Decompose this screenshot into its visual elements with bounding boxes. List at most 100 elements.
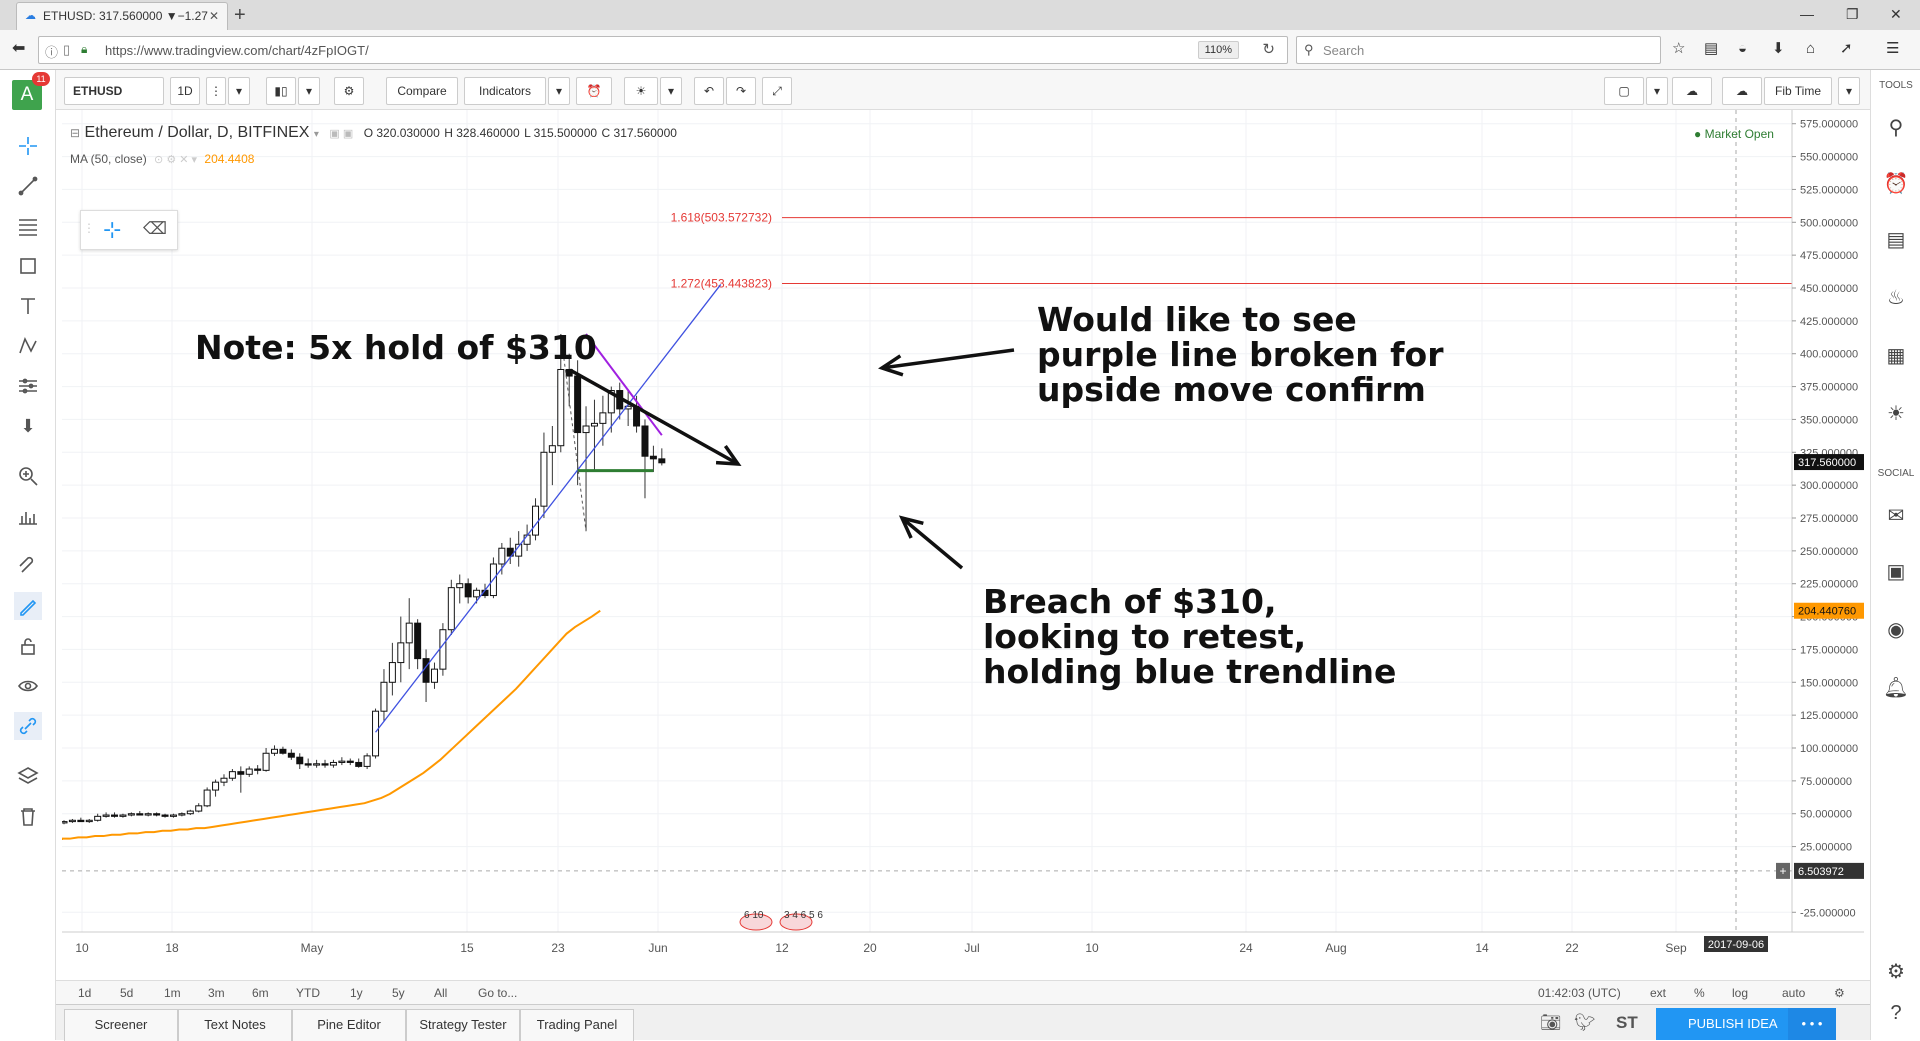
zoom-level[interactable]: 110% [1197,41,1239,59]
auto-toggle[interactable]: auto [1782,986,1806,1000]
reader-icon[interactable]: ▯ [63,42,71,57]
bulb-icon[interactable]: ☀ [624,77,658,105]
range-5y[interactable]: 5y [392,986,405,1000]
text-tool-icon[interactable] [14,292,42,320]
search-input[interactable]: ⚲ Search [1296,36,1661,64]
browser-tab[interactable]: ☁ ETHUSD: 317.560000 ▼−1.27 ✕ [16,2,228,30]
reading-list-icon[interactable]: ▤ [1704,40,1719,57]
notifications-bell-icon[interactable]: 🔔︎ [1883,676,1909,699]
color-square-icon[interactable]: ▢ [1604,77,1644,105]
price-chart[interactable]: 1.618(503.572732) 1.272(453.443823) 575.0… [62,110,1864,980]
pattern-icon[interactable] [14,332,42,360]
legend-settings-icon[interactable]: ▣ ▣ [329,128,354,140]
measure-icon[interactable] [14,502,42,530]
new-tab-button[interactable]: + [234,4,246,26]
cloud-download-icon[interactable]: ☁ [1672,77,1712,105]
address-bar[interactable]: ⓘ ▯ 🔒︎ https://www.tradingview.com/chart… [38,36,1288,64]
ideas-bulb-icon[interactable]: ☀ [1887,402,1905,425]
tab-strategy-tester[interactable]: Strategy Tester [406,1009,520,1041]
layers-icon[interactable] [14,762,42,790]
home-icon[interactable]: ⌂ [1806,40,1816,57]
chart-pane[interactable]: 1.618(503.572732) 1.272(453.443823) 575.0… [62,110,1864,980]
url-text[interactable]: https://www.tradingview.com/chart/4zFpIO… [105,43,369,58]
minimize-button[interactable]: — [1800,6,1814,22]
reload-icon[interactable]: ↻ [1262,41,1275,58]
publish-more-button[interactable]: • • • [1788,1008,1836,1040]
legend-toggle-icon[interactable]: ⊟ [70,126,81,140]
settings-gear-icon[interactable]: ⚙ [334,77,364,105]
undo-icon[interactable]: ↶ [694,77,724,105]
tab-trading-panel[interactable]: Trading Panel [520,1009,634,1041]
help-icon[interactable]: ? [1890,1001,1902,1024]
camera-icon[interactable]: 📷︎ [1540,1013,1562,1032]
prediction-icon[interactable] [14,372,42,400]
range-settings-gear-icon[interactable]: ⚙ [1834,986,1845,1000]
bulb-dropdown-icon[interactable]: ▾ [660,77,682,105]
settings-gear-icon[interactable]: ⚙ [1887,960,1905,983]
menu-icon[interactable]: ☰ [1886,40,1900,57]
cursor-cross-icon[interactable]: ⊹ [103,217,122,242]
pocket-icon[interactable]: ◒ [1738,40,1748,57]
hotlist-flame-icon[interactable]: ♨ [1887,286,1905,309]
range-1y[interactable]: 1y [350,986,363,1000]
stay-in-drawing-mode-icon[interactable] [14,592,42,620]
color-dropdown-icon[interactable]: ▾ [1646,77,1668,105]
symbol-title[interactable]: Ethereum / Dollar, D, BITFINEX [84,124,310,141]
percent-toggle[interactable]: % [1694,986,1705,1000]
go-to-date[interactable]: Go to... [478,986,518,1000]
indicators-button[interactable]: Indicators [464,77,546,105]
tab-close-icon[interactable]: ✕ [208,9,219,23]
tab-pine-editor[interactable]: Pine Editor [292,1009,406,1041]
zoom-in-icon[interactable] [14,462,42,490]
download-icon[interactable]: ⬇ [1772,40,1785,57]
interval-more-icon[interactable]: ⋮ [206,77,226,105]
interval-button[interactable]: 1D [170,77,200,105]
range-3m[interactable]: 3m [208,986,225,1000]
restore-button[interactable]: ❐ [1846,6,1859,22]
log-toggle[interactable]: log [1732,986,1749,1000]
indicators-dropdown-icon[interactable]: ▾ [548,77,570,105]
fib-retracement-icon[interactable] [14,212,42,240]
range-1m[interactable]: 1m [164,986,181,1000]
tab-text-notes[interactable]: Text Notes [178,1009,292,1041]
info-icon[interactable]: ⓘ [45,45,59,60]
twitter-icon[interactable]: 🐦︎ [1574,1013,1596,1032]
trash-icon[interactable] [14,802,42,830]
symbol-input[interactable]: ETHUSD [64,77,164,105]
ma-label[interactable]: MA (50, close) [70,152,147,166]
link-icon[interactable] [14,712,42,740]
ext-toggle[interactable]: ext [1650,986,1667,1000]
style-dropdown-icon[interactable]: ▾ [298,77,320,105]
cloud-upload-icon[interactable]: ☁ [1722,77,1762,105]
alarm-clock-icon[interactable]: ⏰ [1883,172,1909,195]
close-window-button[interactable]: ✕ [1890,6,1902,22]
publish-idea-button[interactable]: PUBLISH IDEA • • • [1656,1008,1836,1040]
tab-screener[interactable]: Screener [64,1009,178,1041]
ma-settings-icon[interactable]: ⊙ ⚙ ✕ ▾ [154,154,198,166]
back-icon[interactable]: ⬅ [12,40,26,57]
send-icon[interactable]: ➚ [1840,40,1853,57]
bookmark-star-icon[interactable]: ☆ [1672,40,1686,57]
alert-icon[interactable]: ⏰ [576,77,612,105]
range-1d[interactable]: 1d [78,986,92,1000]
stocktwits-icon[interactable]: ST [1616,1013,1638,1032]
range-6m[interactable]: 6m [252,986,269,1000]
redo-icon[interactable]: ↷ [726,77,756,105]
range-all[interactable]: All [434,986,448,1000]
range-ytd[interactable]: YTD [296,986,320,1000]
range-5d[interactable]: 5d [120,986,134,1000]
streams-icon[interactable]: ▣ [1886,560,1906,583]
search-icon[interactable]: ⚲ [1888,116,1904,139]
magnet-icon[interactable] [14,552,42,580]
fullscreen-icon[interactable]: ⤢ [762,77,792,105]
compare-button[interactable]: Compare [386,77,458,105]
broadcast-icon[interactable]: ◉ [1887,618,1905,641]
rectangle-icon[interactable] [14,252,42,280]
utc-clock[interactable]: 01:42:03 (UTC) [1538,986,1621,1000]
calendar-icon[interactable]: ▦ [1886,344,1906,367]
notification-badge[interactable]: 11 [32,72,50,86]
crosshair-icon[interactable] [14,132,42,160]
fib-time-button[interactable]: Fib Time [1764,77,1832,105]
arrow-down-icon[interactable]: ⬇ [20,415,36,436]
fib-dropdown-icon[interactable]: ▾ [1838,77,1860,105]
